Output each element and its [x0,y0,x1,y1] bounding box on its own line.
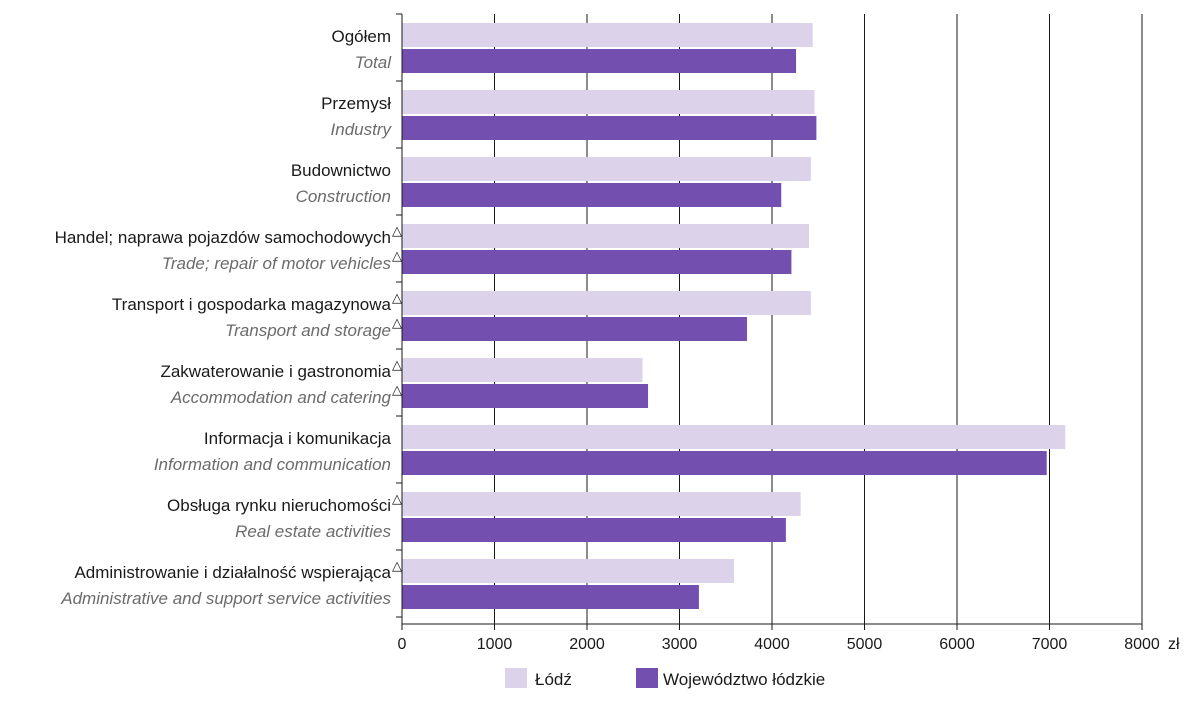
x-tick-label: 5000 [847,636,883,653]
bar-lodz [402,559,735,583]
category-label-en: Trade; repair of motor vehicles [162,254,392,273]
bar-lodz [402,23,813,47]
category-label-en: Industry [331,120,393,139]
category-label-pl: Ogółem [331,27,391,46]
note-mark: △ [392,290,402,305]
category-label-pl: Administrowanie i działalność wspierając… [74,563,391,582]
x-axis-unit: zł [1168,636,1180,653]
note-mark: △ [392,248,402,263]
note-mark: △ [392,223,402,238]
x-tick-label: 2000 [569,636,605,653]
bar-lodz [402,358,643,382]
note-mark: △ [392,382,402,397]
bar-lodz [402,291,811,315]
category-label-pl: Transport i gospodarka magazynowa [112,295,392,314]
legend-swatch-wojewodztwo [636,668,658,688]
x-tick-label: 4000 [754,636,790,653]
x-tick-label: 7000 [1032,636,1068,653]
category-label-en: Real estate activities [235,522,391,541]
legend-label-lodz: Łódź [535,670,572,689]
legend-swatch-lodz [505,668,527,688]
category-label-en: Total [355,53,392,72]
category-label-en: Information and communication [154,455,391,474]
bar-lodz [402,425,1066,449]
category-label-pl: Informacja i komunikacja [204,429,392,448]
bar-wojewodztwo [402,183,782,207]
x-tick-label: 8000 [1124,636,1160,653]
bar-lodz [402,492,801,516]
note-mark: △ [392,315,402,330]
bar-lodz [402,157,811,181]
x-tick-label: 6000 [939,636,975,653]
note-mark: △ [392,357,402,372]
category-labels: Ogółem Total Przemysł Industry Budownictwo Co… [55,27,402,608]
bar-lodz [402,224,809,248]
x-ticks: 0 1000 2000 3000 4000 5000 6000 7000 8000 zł [396,13,1180,653]
note-mark: △ [392,491,402,506]
bar-wojewodztwo [402,451,1047,475]
bar-wojewodztwo [402,49,797,73]
bar-wojewodztwo [402,384,649,408]
bar-wojewodztwo [402,317,748,341]
bars [402,23,1066,609]
x-tick-label: 3000 [662,636,698,653]
category-label-pl: Budownictwo [291,161,391,180]
note-mark: △ [392,558,402,573]
x-tick-label: 1000 [477,636,513,653]
bar-lodz [402,90,815,114]
legend-label-wojewodztwo: Województwo łódzkie [663,670,825,689]
legend: Łódź Województwo łódzkie [505,668,825,689]
x-tick-label: 0 [398,636,407,653]
bar-wojewodztwo [402,116,817,140]
bar-wojewodztwo [402,250,792,274]
category-label-pl: Handel; naprawa pojazdów samochodowych [55,228,391,247]
category-label-en: Transport and storage [225,321,391,340]
category-label-en: Construction [296,187,391,206]
category-label-en: Accommodation and catering [170,388,392,407]
category-label-en: Administrative and support service activ… [60,589,391,608]
bar-wojewodztwo [402,585,699,609]
bar-wojewodztwo [402,518,786,542]
category-label-pl: Obsługa rynku nieruchomości [167,496,391,515]
category-label-pl: Zakwaterowanie i gastronomia [160,362,391,381]
category-label-pl: Przemysł [321,94,391,113]
